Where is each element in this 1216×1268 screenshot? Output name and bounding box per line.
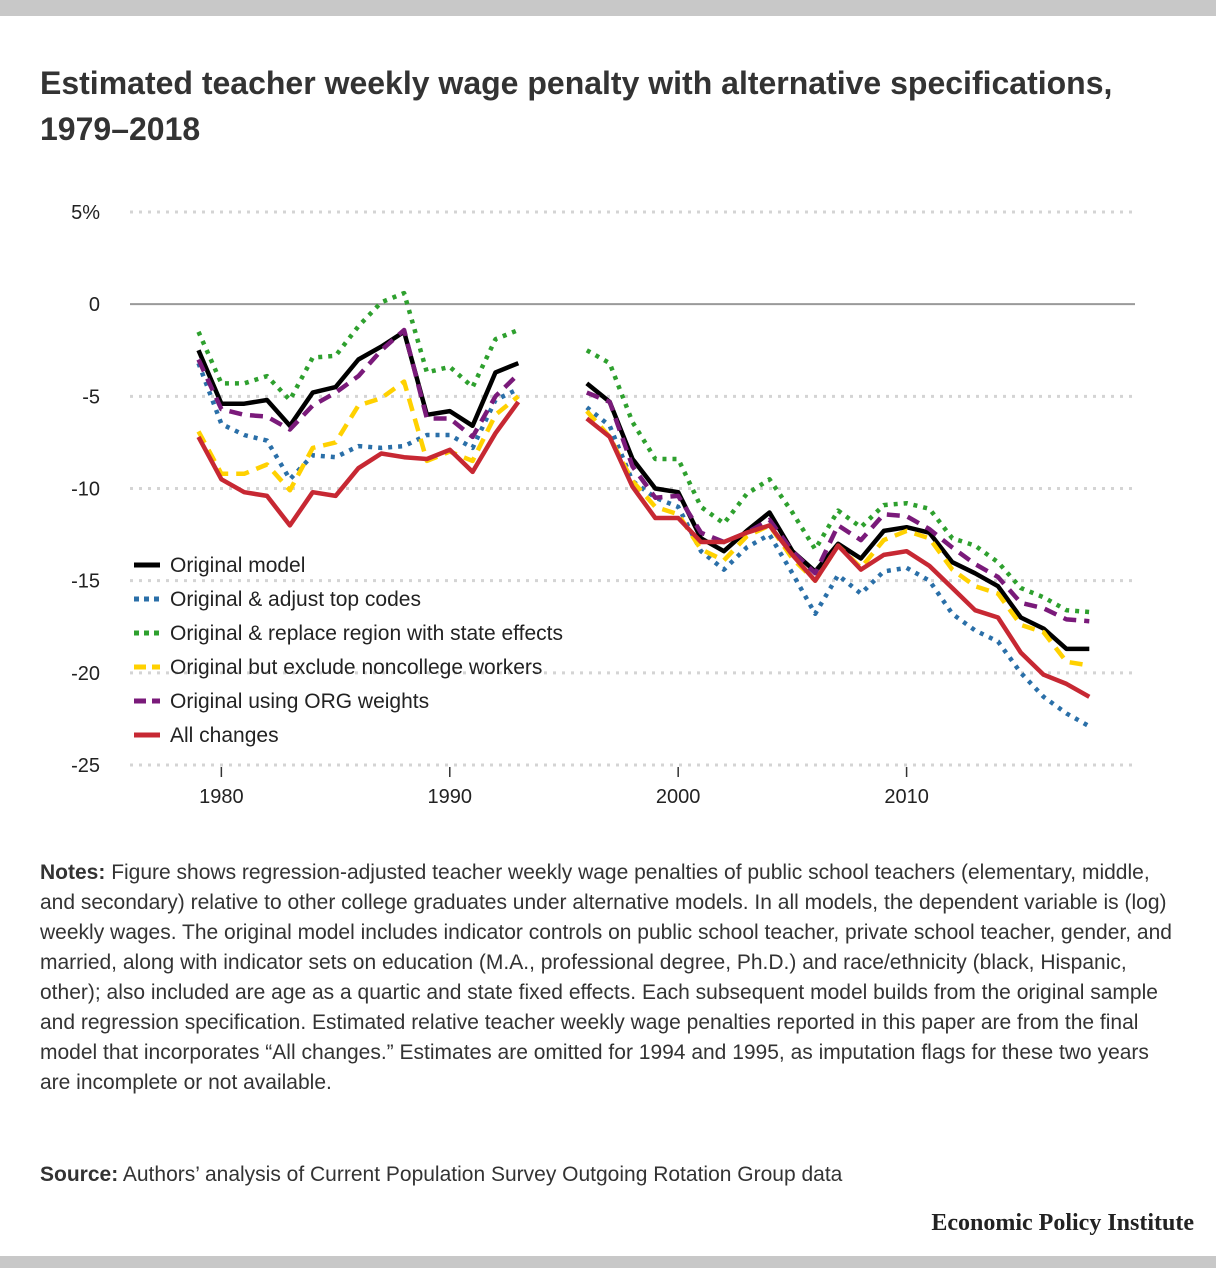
legend-label: All changes <box>170 724 279 747</box>
y-tick-label: -10 <box>71 479 100 501</box>
legend-label: Original & replace region with state eff… <box>170 622 563 645</box>
line-chart: 5% 0 -5 -10 -15 -20 -25 1980 1990 2000 2010 Origi… <box>71 202 1135 808</box>
y-tick-label: -15 <box>71 571 100 593</box>
legend-label: Original using ORG weights <box>170 690 429 713</box>
series-line <box>585 416 1091 699</box>
x-tick-label: 1980 <box>199 786 244 808</box>
source-label: Source: <box>40 1163 119 1186</box>
legend-label: Original model <box>170 554 305 577</box>
x-tick-label: 2010 <box>884 786 929 808</box>
publisher-logo: Economic Policy Institute <box>931 1210 1194 1236</box>
series-line <box>196 379 520 493</box>
y-tick-label: 5% <box>71 202 100 224</box>
series-line <box>585 348 1090 615</box>
chart-title: Estimated teacher weekly wage penalty wi… <box>40 65 1113 147</box>
y-tick-label: -5 <box>82 386 100 408</box>
y-tick-label: 0 <box>89 294 100 316</box>
series-line <box>585 409 1090 668</box>
series-line <box>196 329 520 429</box>
legend-label: Original but exclude noncollege workers <box>170 656 542 679</box>
notes-label: Notes: <box>40 861 106 884</box>
series-line <box>196 362 520 482</box>
y-tick-label: -25 <box>71 755 100 777</box>
series-line <box>585 405 1091 729</box>
x-tick-label: 2000 <box>656 786 701 808</box>
series-line <box>585 390 1090 624</box>
series-line <box>196 290 520 403</box>
x-axis-ticks: 1980 1990 2000 2010 <box>199 767 929 808</box>
series-line <box>196 400 521 528</box>
legend: Original model Original & adjust top code… <box>134 554 563 747</box>
chart-source: Source: Authors’ analysis of Current Pop… <box>40 1160 1180 1190</box>
y-axis-ticks: 5% 0 -5 -10 -15 -20 -25 <box>71 202 100 777</box>
bottom-border-bar <box>0 1256 1216 1268</box>
source-text: Authors’ analysis of Current Population … <box>122 1163 843 1186</box>
chart-notes: Notes: Figure shows regression-adjusted … <box>40 858 1180 1098</box>
notes-text: Figure shows regression-adjusted teacher… <box>40 861 1172 1094</box>
series-line <box>196 327 520 440</box>
x-tick-label: 1990 <box>428 786 473 808</box>
top-border-bar <box>0 0 1216 16</box>
y-tick-label: -20 <box>71 663 100 685</box>
legend-label: Original & adjust top codes <box>170 588 421 611</box>
series-lines <box>196 290 1091 729</box>
